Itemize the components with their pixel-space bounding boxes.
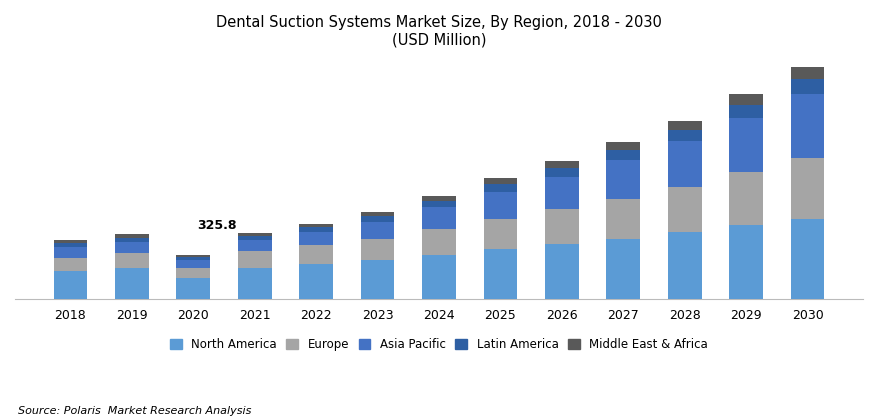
Bar: [729, 118, 762, 172]
Bar: [606, 239, 639, 299]
Bar: [667, 142, 701, 187]
Bar: [115, 238, 148, 241]
Bar: [606, 150, 639, 160]
Bar: [176, 268, 210, 278]
Bar: [729, 105, 762, 118]
Bar: [176, 260, 210, 268]
Bar: [299, 227, 332, 232]
Bar: [360, 216, 394, 222]
Bar: [483, 219, 517, 249]
Bar: [545, 209, 578, 244]
Bar: [483, 184, 517, 192]
Bar: [422, 201, 455, 207]
Bar: [729, 225, 762, 299]
Bar: [545, 168, 578, 177]
Bar: [299, 264, 332, 299]
Bar: [238, 240, 271, 251]
Bar: [115, 241, 148, 253]
Bar: [115, 268, 148, 299]
Bar: [483, 249, 517, 299]
Bar: [422, 229, 455, 255]
Legend: North America, Europe, Asia Pacific, Latin America, Middle East & Africa: North America, Europe, Asia Pacific, Lat…: [170, 339, 707, 352]
Bar: [360, 222, 394, 239]
Text: Source: Polaris  Market Research Analysis: Source: Polaris Market Research Analysis: [18, 406, 251, 416]
Bar: [53, 247, 87, 257]
Bar: [606, 199, 639, 239]
Title: Dental Suction Systems Market Size, By Region, 2018 - 2030
(USD Million): Dental Suction Systems Market Size, By R…: [216, 15, 661, 47]
Bar: [299, 232, 332, 245]
Bar: [115, 253, 148, 268]
Bar: [238, 236, 271, 240]
Bar: [790, 219, 824, 299]
Bar: [729, 94, 762, 105]
Bar: [667, 121, 701, 130]
Bar: [176, 255, 210, 257]
Text: 325.8: 325.8: [196, 219, 236, 232]
Bar: [790, 94, 824, 158]
Bar: [667, 232, 701, 299]
Bar: [53, 271, 87, 299]
Bar: [606, 142, 639, 150]
Bar: [667, 130, 701, 142]
Bar: [115, 234, 148, 238]
Bar: [422, 255, 455, 299]
Bar: [483, 192, 517, 219]
Bar: [53, 241, 87, 244]
Bar: [360, 260, 394, 299]
Bar: [606, 160, 639, 199]
Bar: [360, 239, 394, 260]
Bar: [176, 257, 210, 260]
Bar: [238, 268, 271, 299]
Bar: [176, 278, 210, 299]
Bar: [299, 224, 332, 227]
Bar: [360, 212, 394, 216]
Bar: [545, 161, 578, 168]
Bar: [790, 79, 824, 94]
Bar: [790, 67, 824, 79]
Bar: [729, 172, 762, 225]
Bar: [53, 244, 87, 247]
Bar: [299, 245, 332, 264]
Bar: [238, 251, 271, 268]
Bar: [667, 187, 701, 232]
Bar: [422, 207, 455, 229]
Bar: [545, 244, 578, 299]
Bar: [545, 177, 578, 209]
Bar: [238, 234, 271, 236]
Bar: [422, 196, 455, 201]
Bar: [53, 257, 87, 271]
Bar: [483, 178, 517, 184]
Bar: [790, 158, 824, 219]
